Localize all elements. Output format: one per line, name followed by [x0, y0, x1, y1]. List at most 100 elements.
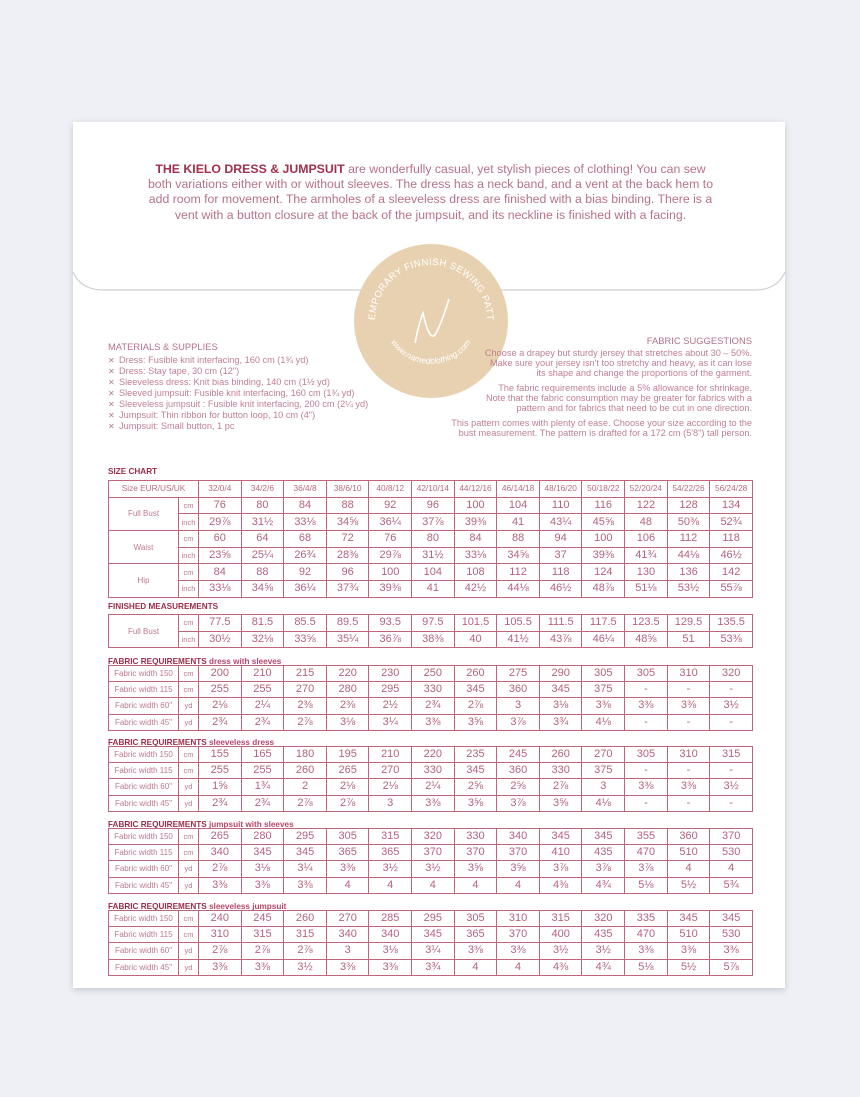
value-cell: 3⅜: [283, 876, 327, 894]
value-cell: 315: [240, 926, 285, 944]
value-cell: 345: [453, 762, 498, 780]
value-cell: 5½: [666, 876, 711, 894]
value-cell: 93.5: [368, 614, 413, 632]
value-cell: 3: [496, 697, 540, 715]
fabric-suggestions-title: FABRIC SUGGESTIONS: [646, 335, 752, 346]
value-cell: 255: [240, 762, 285, 780]
value-cell: 3⅜: [624, 942, 668, 960]
value-cell: 3⅜: [240, 958, 285, 976]
intro-title: THE KIELO DRESS & JUMPSUIT: [155, 162, 345, 176]
value-cell: 3⅜: [709, 942, 753, 960]
fabric-title-bold: FABRIC REQUIREMENTS: [108, 738, 207, 747]
table-row: Waist cm 60 64 68 72 76 80 84 88 94 100 106 112 118: [108, 530, 753, 565]
table-row: Fabric width 60" yd 2⅞ 2⅞ 2⅞ 3 3⅛ 3¼ 3⅜ 3⅜ 3½ 3½ 3⅜ 3…: [108, 942, 753, 960]
table-row: Fabric width 150 cm 240 245 260 270 285 295 305 3…: [108, 909, 753, 928]
row-label: Fabric width 60": [108, 860, 179, 878]
value-cell: -: [624, 713, 668, 731]
material-item-text: Sleeveless jumpsuit : Fusible knit inter…: [119, 399, 369, 409]
value-cell: 3⅜: [240, 876, 285, 894]
table-row: inch 23⅝ 25¼ 26¾ 28⅜ 29⅞ 31½ 33⅛ 34⅝ 37 39⅜ 41¾ 44⅛ 4…: [109, 546, 753, 565]
fabric-title-variant: sleeveless dress: [209, 738, 275, 747]
value-cell: 5⅛: [624, 958, 668, 976]
value-cell: 33⅝: [283, 630, 327, 648]
value-cell: 3⅞: [538, 860, 583, 878]
value-cell: 33⅛: [198, 580, 242, 598]
value-cell: 530: [709, 926, 753, 944]
material-item-text: Jumpsuit: Thin ribbon for button loop, 1…: [119, 410, 316, 420]
unit-cell: cm: [178, 563, 199, 582]
value-cell: 270: [325, 909, 370, 928]
size-header-cell: 48/16/20: [538, 480, 583, 498]
value-cell: 255: [240, 681, 285, 699]
value-cell: -: [666, 762, 711, 780]
size-header-cell: 42/10/14: [411, 480, 455, 498]
intro-body: are wonderfully casual, yet stylish piec…: [147, 162, 714, 222]
value-cell: 210: [240, 664, 285, 683]
value-cell: 260: [453, 664, 498, 683]
value-cell: 106: [624, 530, 668, 548]
value-cell: 2⅞: [538, 778, 583, 796]
value-cell: 335: [624, 909, 668, 928]
material-item: ✕ Dress: Stay tape, 30 cm (12"): [108, 366, 408, 377]
table-row: Fabric width 115 cm 255 255 270 280 295 330 345 3…: [108, 681, 753, 699]
value-cell: 345: [283, 844, 327, 862]
size-chart-table: Size EUR/US/UK 32/0/4 34/2/6 36/4/8 38/6/10 4…: [108, 480, 753, 598]
value-cell: 64: [240, 530, 285, 548]
value-cell: 2¾: [240, 794, 285, 812]
value-cell: 3⅜: [496, 942, 540, 960]
value-cell: 28⅜: [325, 546, 370, 565]
table-row: Fabric width 45" yd 3⅜ 3⅜ 3⅜ 4 4 4 4 4 4⅜ 4¾ 5⅛ 5½ 5¾: [108, 876, 753, 894]
cross-icon: ✕: [108, 367, 115, 376]
table-row: inch 30½ 32⅛ 33⅝ 35¼ 36⅞ 38⅜ 40 41½ 43⅞ 46¼ 48⅝ 51 53…: [109, 630, 753, 648]
value-cell: 3: [368, 794, 413, 812]
value-cell: 3⅜: [325, 958, 370, 976]
fabric-requirements-table: Fabric width 150 cm 265 280 295 305 315 320 330 3…: [108, 827, 753, 894]
row-label: Fabric width 45": [108, 794, 179, 812]
value-cell: 180: [283, 745, 327, 764]
value-cell: 375: [581, 681, 626, 699]
value-cell: 310: [198, 926, 242, 944]
unit-cell: cm: [178, 762, 199, 780]
value-cell: 305: [624, 664, 668, 683]
value-cell: 84: [283, 496, 327, 515]
value-cell: 260: [283, 762, 327, 780]
value-cell: 51⅛: [624, 580, 668, 598]
size-header-cell: 38/6/10: [325, 480, 370, 498]
value-cell: 37: [538, 546, 583, 565]
size-header-cell: 40/8/12: [368, 480, 413, 498]
value-cell: 135.5: [709, 614, 753, 632]
value-cell: 128: [666, 496, 711, 515]
value-cell: 435: [581, 926, 626, 944]
fabric-title-variant: dress with sleeves: [209, 657, 282, 666]
value-cell: 315: [283, 926, 327, 944]
value-cell: 3½: [368, 860, 413, 878]
value-cell: 2¾: [240, 713, 285, 731]
row-label: Full Bust: [108, 496, 179, 532]
value-cell: 360: [496, 762, 540, 780]
material-item-text: Sleeveless dress: Knit bias binding, 140…: [119, 377, 330, 387]
table-row: Fabric width 60" yd 2⅞ 3⅛ 3¼ 3⅜ 3½ 3½ 3⅝ 3⅝ 3⅞ 3⅞ 3⅞…: [108, 860, 753, 878]
value-cell: 315: [709, 745, 753, 764]
value-cell: 345: [709, 909, 753, 928]
value-cell: 2⅛: [198, 697, 242, 715]
value-cell: 32⅛: [240, 630, 285, 648]
value-cell: 3⅝: [453, 713, 498, 731]
value-cell: 45⅝: [581, 513, 626, 532]
value-cell: 30½: [198, 630, 242, 648]
value-cell: 370: [709, 827, 753, 846]
cross-icon: ✕: [108, 389, 115, 398]
value-cell: 295: [411, 909, 455, 928]
value-cell: 43⅞: [538, 630, 583, 648]
value-cell: 3½: [581, 942, 626, 960]
value-cell: -: [709, 713, 753, 731]
fabric-title-variant: sleeveless jumpsuit: [209, 902, 287, 911]
value-cell: 200: [198, 664, 242, 683]
size-header-row: Size EUR/US/UK 32/0/4 34/2/6 36/4/8 38/6/10 4…: [108, 480, 753, 498]
value-cell: 245: [496, 745, 540, 764]
row-label: Fabric width 60": [108, 697, 179, 715]
materials-section: MATERIALS & SUPPLIES ✕ Dress: Fusible kni…: [108, 341, 408, 432]
value-cell: -: [709, 681, 753, 699]
value-cell: 330: [411, 681, 455, 699]
value-cell: 365: [325, 844, 370, 862]
fabric-suggestion-paragraph: Choose a drapey but sturdy jersey that s…: [484, 348, 752, 378]
